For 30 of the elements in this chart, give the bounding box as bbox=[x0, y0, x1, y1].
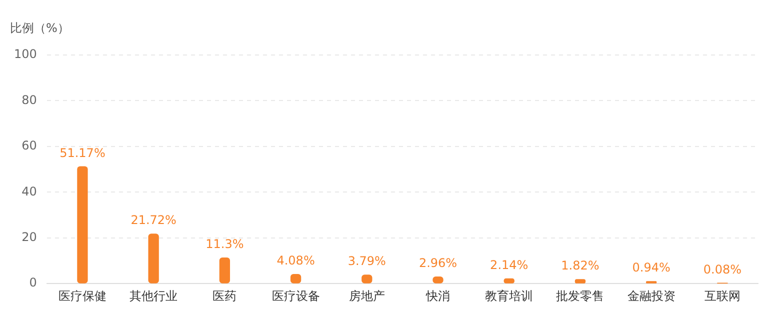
data-label: 3.79% bbox=[348, 254, 386, 268]
y-tick-label: 100 bbox=[14, 47, 37, 62]
bar bbox=[77, 166, 88, 284]
x-tick-label: 房地产 bbox=[348, 288, 385, 303]
x-tick-label: 批发零售 bbox=[556, 288, 604, 303]
bar bbox=[219, 257, 230, 284]
data-label: 0.94% bbox=[632, 260, 670, 275]
x-tick-label: 快消 bbox=[425, 288, 450, 303]
data-label: 21.72% bbox=[130, 213, 176, 228]
x-tick-label: 金融投资 bbox=[627, 288, 676, 303]
y-tick-label: 20 bbox=[22, 230, 37, 244]
data-label: 11.3% bbox=[206, 236, 244, 251]
data-label: 2.14% bbox=[490, 258, 528, 272]
x-tick-label: 互联网 bbox=[704, 288, 740, 303]
data-label: 4.08% bbox=[276, 253, 315, 268]
y-tick-label: 80 bbox=[22, 92, 37, 107]
x-tick-label: 医药 bbox=[212, 288, 237, 303]
data-label: 51.17% bbox=[60, 146, 106, 160]
data-label: 0.08% bbox=[703, 262, 742, 277]
bar bbox=[148, 234, 159, 284]
y-axis-title: 比例（%） bbox=[10, 21, 70, 36]
y-tick-label: 60 bbox=[22, 138, 37, 153]
data-label: 2.96% bbox=[418, 256, 458, 270]
x-tick-label: 教育培训 bbox=[485, 288, 534, 303]
x-tick-label: 医疗保健 bbox=[58, 288, 106, 303]
y-tick-label: 0 bbox=[29, 276, 37, 290]
x-tick-label: 其他行业 bbox=[130, 288, 178, 303]
data-label: 1.82% bbox=[561, 258, 600, 273]
x-tick-label: 医疗设备 bbox=[272, 288, 320, 303]
y-tick-label: 40 bbox=[22, 184, 37, 198]
